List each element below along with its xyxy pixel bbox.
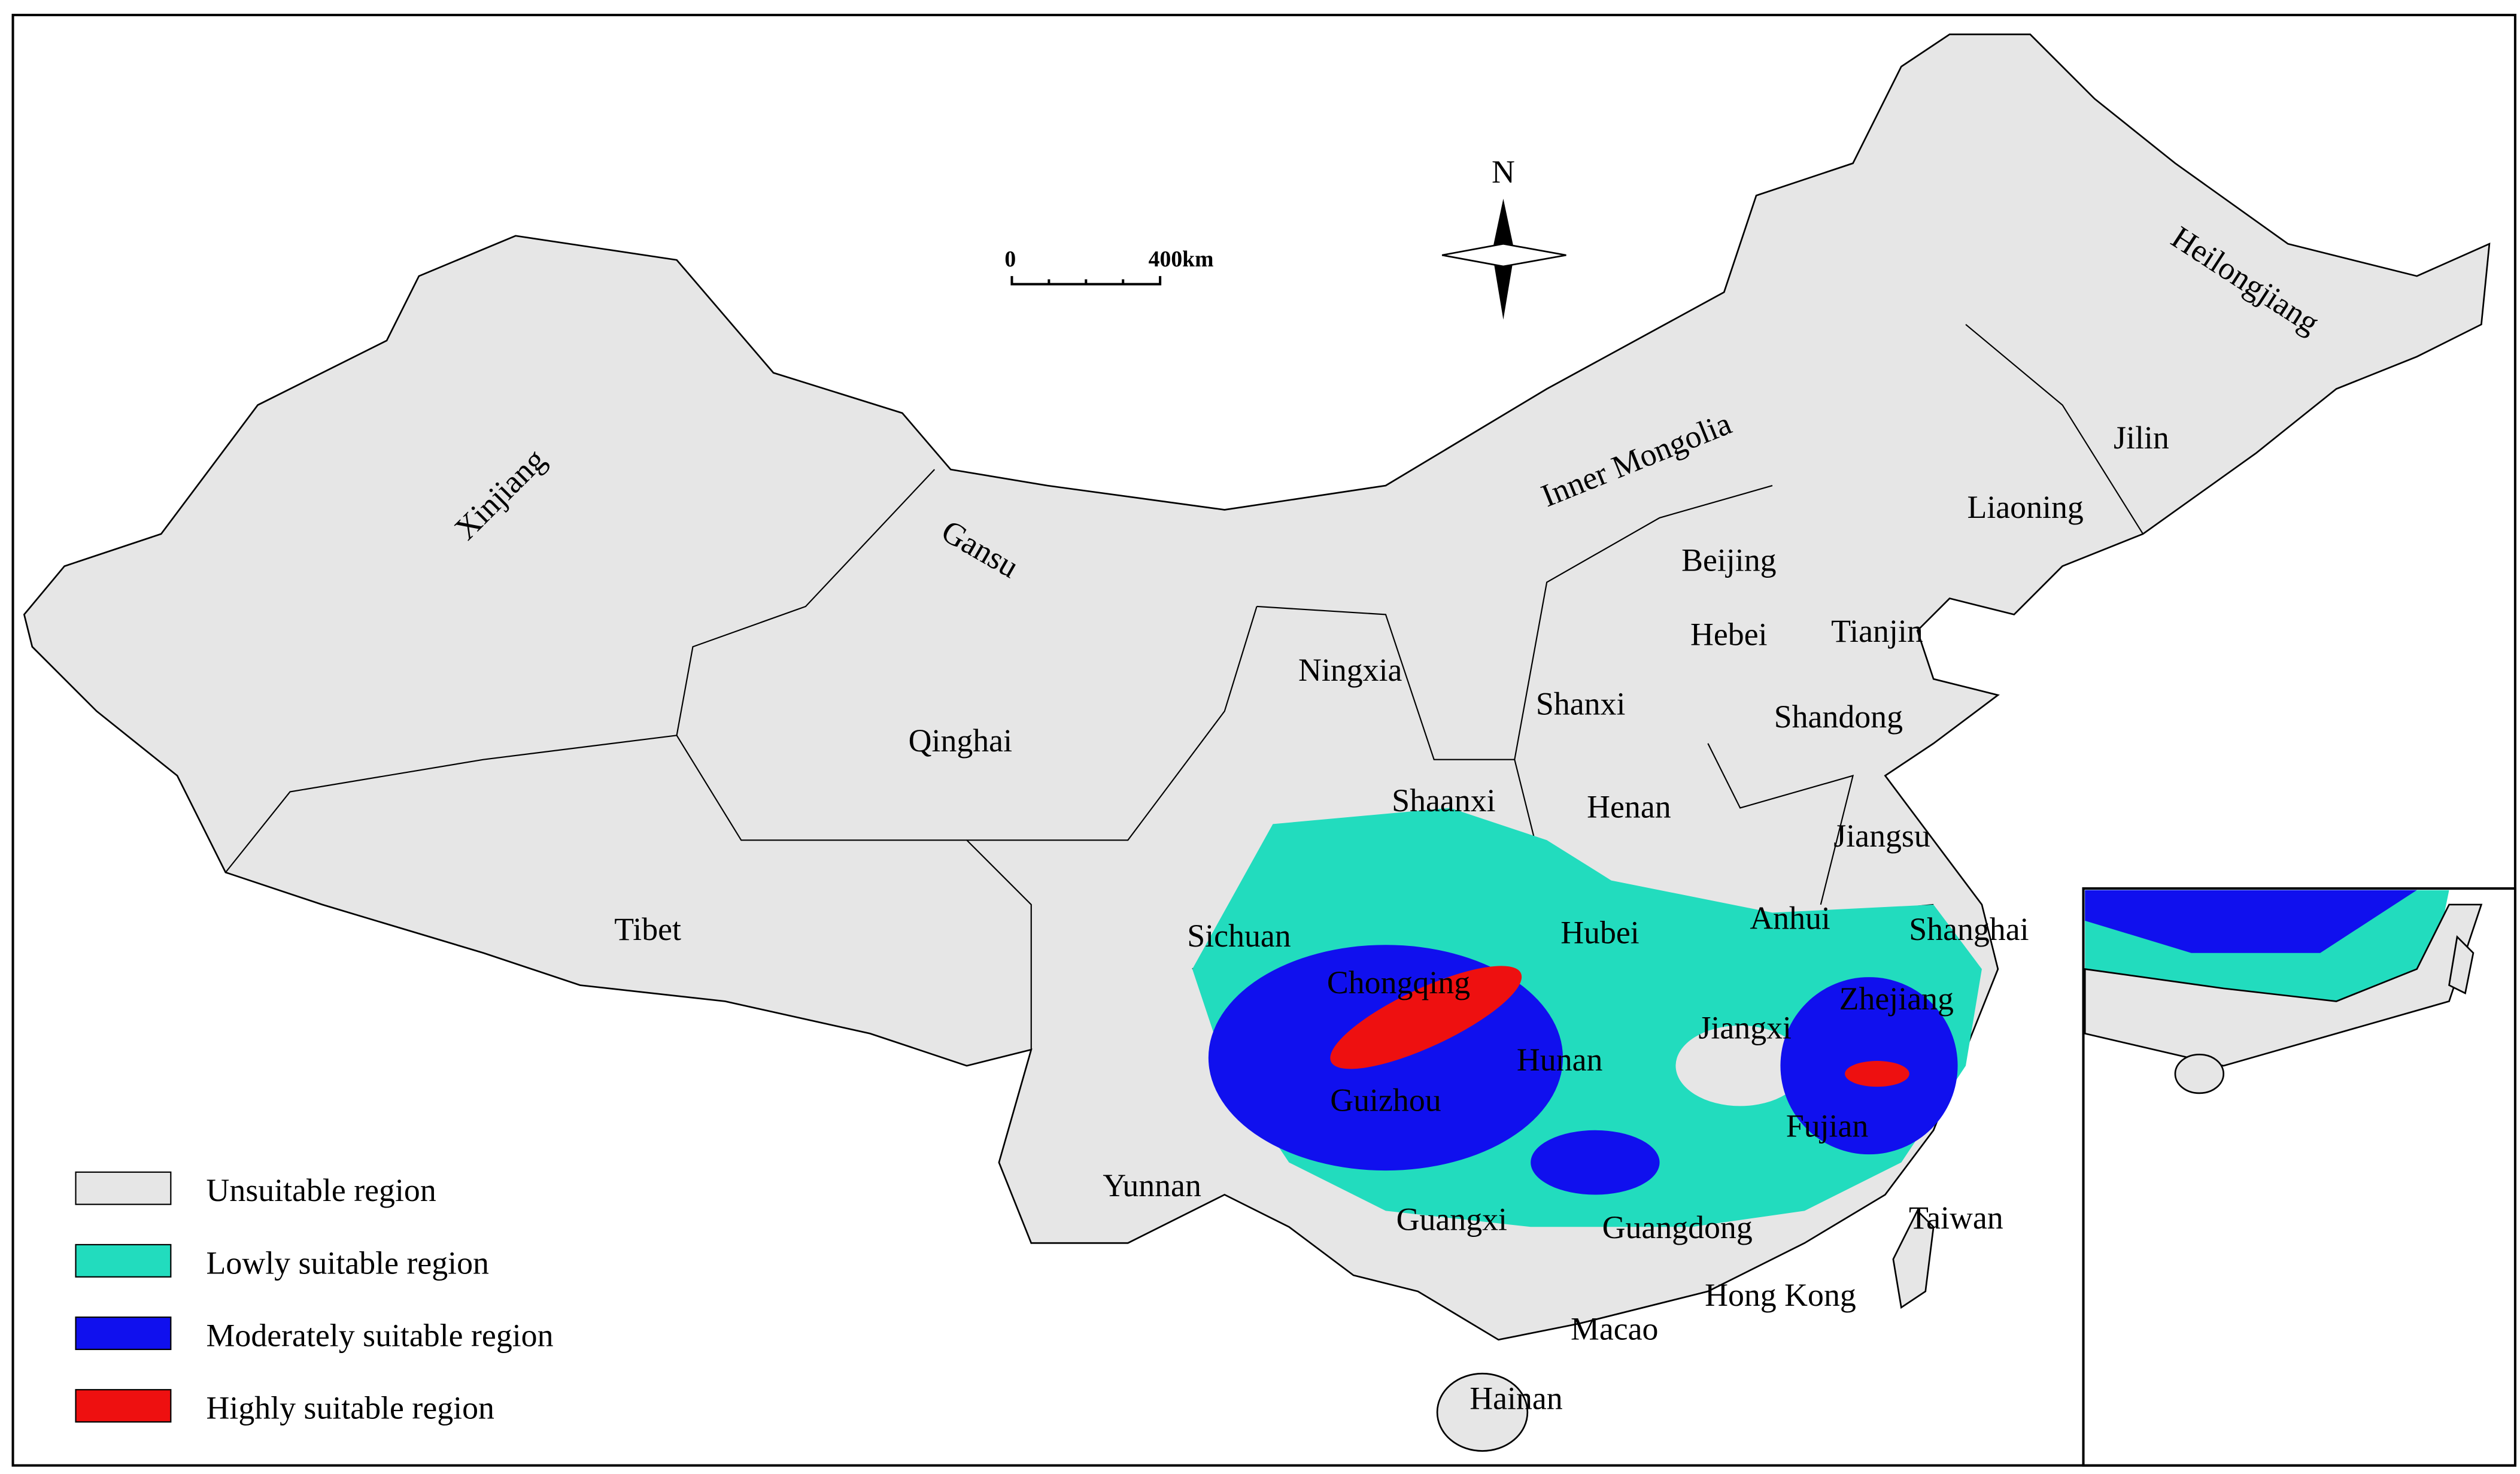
inset bbox=[2082, 887, 2516, 1467]
highly-suitable-area bbox=[1845, 1061, 1909, 1087]
moderately-suitable-area bbox=[1531, 1130, 1660, 1195]
inset-hainan bbox=[2174, 1053, 2225, 1094]
scale-end: 400km bbox=[1149, 247, 1214, 272]
legend: Unsuitable region Lowly suitable region Mo… bbox=[75, 1171, 554, 1426]
north-arrow: N bbox=[1441, 154, 1566, 320]
legend-swatch bbox=[75, 1389, 172, 1423]
province-label: Anhui bbox=[1750, 900, 1830, 936]
province-label: Jiangsu bbox=[1833, 818, 1930, 854]
border bbox=[967, 606, 1258, 841]
legend-label: Moderately suitable region bbox=[207, 1318, 554, 1354]
province-label: Shaanxi bbox=[1392, 783, 1495, 818]
border bbox=[1707, 743, 1854, 905]
inset-taiwan bbox=[2448, 935, 2475, 994]
unsuitable-gap bbox=[1675, 1025, 1805, 1106]
legend-swatch bbox=[75, 1171, 172, 1205]
scale-line bbox=[1010, 276, 1162, 286]
taiwan-island bbox=[1892, 1209, 1935, 1309]
province-label: Guangdong bbox=[1602, 1209, 1753, 1245]
province-label: Hebei bbox=[1690, 617, 1768, 653]
hainan-island bbox=[1436, 1372, 1529, 1452]
scale-start: 0 bbox=[1004, 247, 1016, 272]
highly-suitable-area bbox=[1330, 966, 1522, 1069]
province-label: Taiwan bbox=[1909, 1200, 2003, 1236]
province-label: Ningxia bbox=[1298, 652, 1402, 688]
legend-label: Lowly suitable region bbox=[207, 1245, 489, 1281]
province-label: Jilin bbox=[2114, 420, 2169, 456]
province-label: Hong Kong bbox=[1705, 1277, 1856, 1313]
province-label: Guangxi bbox=[1396, 1202, 1507, 1238]
province-label: Yunnan bbox=[1103, 1167, 1201, 1203]
inset-land bbox=[2084, 903, 2483, 1067]
province-label: Sichuan bbox=[1187, 918, 1291, 954]
province-label: Shanxi bbox=[1536, 686, 1626, 721]
province-label: Zhejiang bbox=[1839, 981, 1954, 1017]
province-label: Tianjin bbox=[1831, 613, 1923, 649]
province-label: Shanghai bbox=[1909, 911, 2029, 947]
province-label: Liaoning bbox=[1967, 489, 2083, 525]
legend-label: Unsuitable region bbox=[207, 1172, 436, 1208]
legend-label: Highly suitable region bbox=[207, 1390, 494, 1426]
province-label: Beijing bbox=[1681, 542, 1777, 578]
scale-bar: 0 400km bbox=[1004, 247, 1214, 286]
province-label: Jiangxi bbox=[1698, 1009, 1792, 1045]
province-label: Hubei bbox=[1560, 915, 1639, 951]
legend-swatch bbox=[75, 1316, 172, 1350]
province-label: Shandong bbox=[1774, 699, 1903, 735]
province-label: Chongqing bbox=[1327, 965, 1470, 1000]
province-label: Hunan bbox=[1517, 1042, 1603, 1078]
arrow-ew bbox=[1441, 242, 1566, 268]
province-label: Macao bbox=[1571, 1311, 1658, 1347]
border bbox=[1965, 324, 2144, 535]
province-label: Qinghai bbox=[909, 723, 1012, 759]
province-label: Henan bbox=[1587, 789, 1671, 825]
province-label: Guizhou bbox=[1330, 1082, 1441, 1118]
province-label: Tibet bbox=[614, 911, 681, 947]
province-labels: Xinjiang Tibet Qinghai Gansu Inner Mongo… bbox=[447, 219, 2325, 1417]
north-label: N bbox=[1492, 154, 1515, 190]
inset-moderate bbox=[2085, 890, 2417, 953]
province-label: Fujian bbox=[1786, 1108, 1869, 1144]
legend-swatch bbox=[75, 1244, 172, 1278]
province-label: Hainan bbox=[1470, 1380, 1563, 1416]
